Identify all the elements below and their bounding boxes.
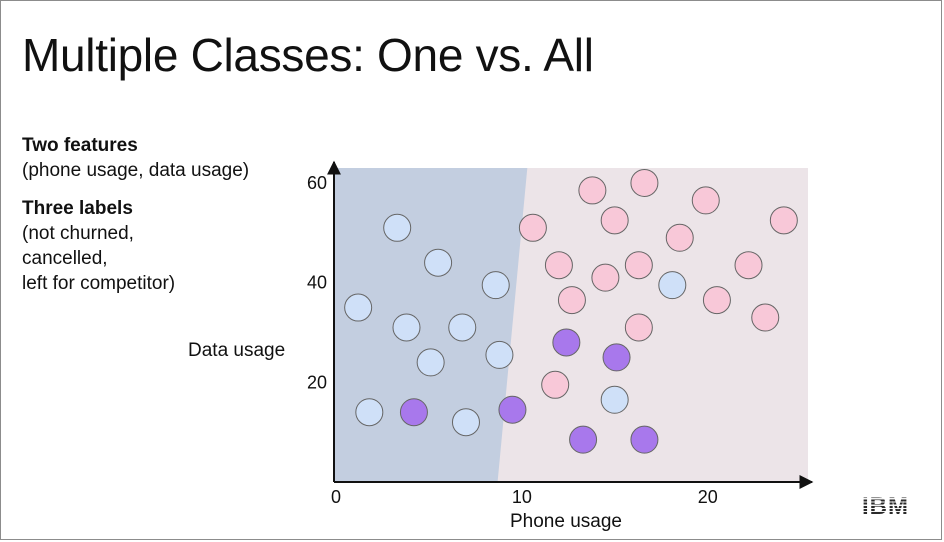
data-point-not-churned: [451, 408, 480, 437]
data-point-cancelled: [691, 186, 720, 215]
data-point-cancelled: [557, 286, 586, 315]
labels-line-1: (not churned,: [22, 223, 134, 244]
data-point-left-for-competitor: [569, 425, 598, 454]
labels-heading: Three labels: [22, 198, 133, 219]
data-point-left-for-competitor: [399, 398, 428, 427]
data-point-cancelled: [578, 176, 607, 205]
data-point-cancelled: [591, 263, 620, 292]
data-point-not-churned: [392, 313, 421, 342]
data-point-not-churned: [481, 271, 510, 300]
data-point-cancelled: [702, 286, 731, 315]
region-not-churned: [334, 168, 528, 482]
data-point-left-for-competitor: [552, 328, 581, 357]
data-point-not-churned: [424, 248, 453, 277]
y-tick-label: 60: [307, 173, 327, 193]
y-axis-label: Data usage: [188, 340, 286, 361]
data-point-not-churned: [600, 385, 629, 414]
data-point-cancelled: [630, 168, 659, 197]
data-point-cancelled: [624, 251, 653, 280]
data-point-cancelled: [541, 370, 570, 399]
data-point-left-for-competitor: [630, 425, 659, 454]
y-tick-label: 40: [307, 273, 327, 293]
y-tick-label: 20: [307, 372, 327, 392]
data-point-not-churned: [485, 340, 514, 369]
ibm-logo: IBM: [862, 493, 909, 520]
data-point-not-churned: [448, 313, 477, 342]
features-heading: Two features: [22, 135, 138, 156]
data-point-not-churned: [658, 271, 687, 300]
data-point-cancelled: [518, 213, 547, 242]
data-point-cancelled: [751, 303, 780, 332]
features-detail: (phone usage, data usage): [22, 160, 250, 181]
data-point-cancelled: [624, 313, 653, 342]
data-point-cancelled: [769, 206, 798, 235]
x-tick-label: 20: [698, 487, 718, 507]
data-point-not-churned: [344, 293, 373, 322]
x-axis-label: Phone usage: [510, 511, 622, 532]
labels-line-2: cancelled,: [22, 248, 108, 269]
description-panel: Two features (phone usage, data usage) T…: [22, 133, 249, 296]
data-point-left-for-competitor: [498, 395, 527, 424]
data-point-cancelled: [665, 223, 694, 252]
x-tick-label: 0: [331, 487, 341, 507]
data-point-not-churned: [383, 213, 412, 242]
data-point-cancelled: [600, 206, 629, 235]
slide-title: Multiple Classes: One vs. All: [22, 29, 594, 81]
data-point-left-for-competitor: [602, 343, 631, 372]
x-tick-label: 10: [512, 487, 532, 507]
data-point-not-churned: [355, 398, 384, 427]
data-point-cancelled: [544, 251, 573, 280]
labels-line-3: left for competitor): [22, 273, 176, 294]
data-point-not-churned: [416, 348, 445, 377]
data-point-cancelled: [734, 251, 763, 280]
